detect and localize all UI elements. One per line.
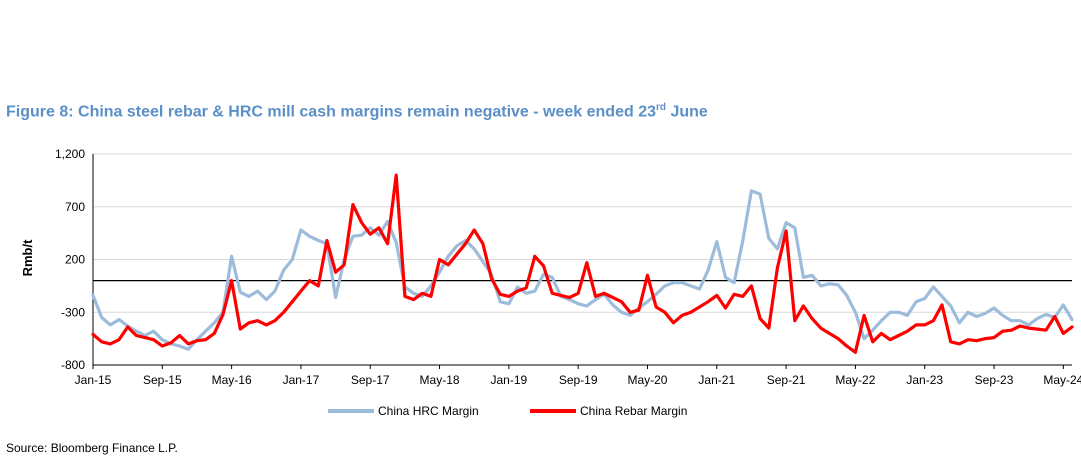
x-tick-label: Jan-19 [491,373,528,387]
series-lines [91,173,1074,354]
source-note: Source: Bloomberg Finance L.P. [6,441,178,455]
x-tick-label: Jan-21 [698,373,735,387]
axes [92,154,1072,369]
y-tick-label: 1,200 [55,147,85,161]
grid-lines [93,153,1072,366]
y-tick-label: -800 [61,358,85,372]
x-tick-label: Sep-19 [559,373,598,387]
x-tick-label: May-20 [627,373,667,387]
figure-title: Figure 8: China steel rebar & HRC mill c… [6,102,708,121]
rebar-margin-line [91,173,1074,354]
x-tick-label: Jan-17 [283,373,320,387]
legend-label-hrc: China HRC Margin [378,404,479,418]
x-tick-label: May-22 [835,373,875,387]
y-tick-label: 200 [65,253,85,267]
title-superscript: rd [656,102,666,113]
x-tick-label: Jan-15 [75,373,112,387]
x-tick-label: May-18 [420,373,460,387]
title-main: Figure 8: China steel rebar & HRC mill c… [6,103,656,121]
title-suffix: June [666,103,708,121]
x-tick-label: May-16 [212,373,252,387]
x-tick-label: Jan-23 [906,373,943,387]
legend: China HRC Margin China Rebar Margin [328,404,687,418]
x-tick-label: May-24 [1043,373,1081,387]
x-tick-label: Sep-21 [767,373,806,387]
hrc-margin-line [91,189,1074,351]
y-tick-label: -300 [61,305,85,319]
y-tick-label: 700 [65,200,85,214]
y-axis-label: Rmb/t [20,239,35,277]
x-tick-label: Sep-23 [975,373,1014,387]
legend-label-rebar: China Rebar Margin [580,404,687,418]
x-tick-label: Sep-15 [143,373,182,387]
x-tick-label: Sep-17 [351,373,390,387]
